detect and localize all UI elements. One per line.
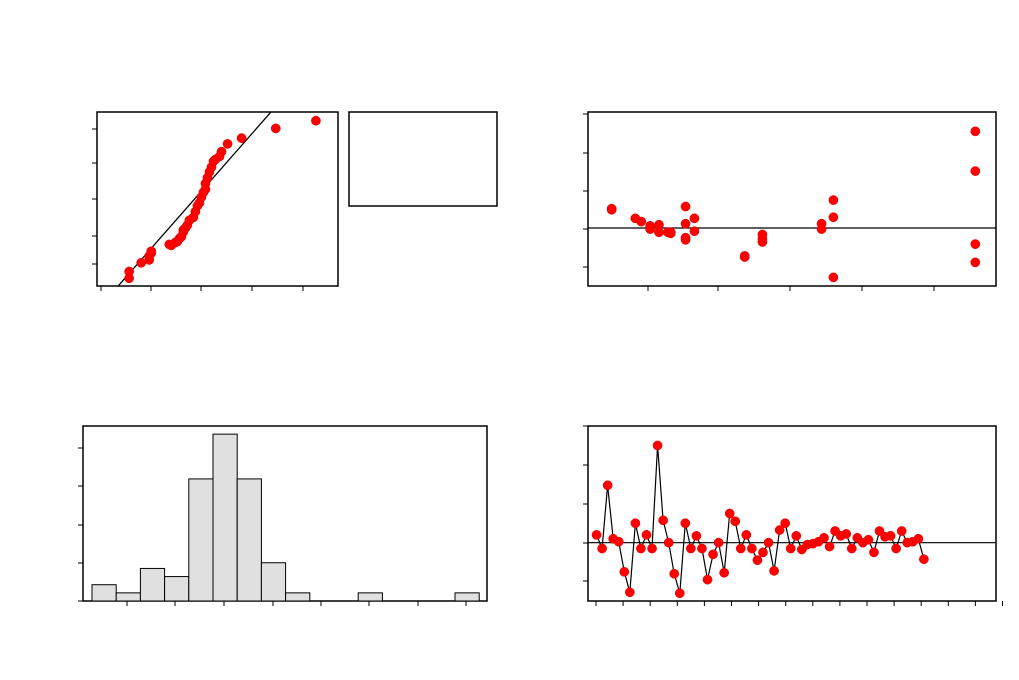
- data-point: [613, 536, 624, 547]
- residual-histogram: [78, 425, 488, 606]
- data-point: [757, 237, 768, 247]
- data-point: [124, 266, 134, 277]
- data-point: [739, 252, 750, 262]
- data-point: [680, 218, 691, 229]
- data-point: [658, 515, 668, 526]
- data-point: [222, 139, 233, 149]
- data-point: [645, 224, 655, 234]
- data-point: [636, 216, 647, 227]
- data-point: [869, 547, 879, 558]
- histogram-bar: [188, 478, 214, 602]
- data-point: [913, 533, 924, 544]
- data-point: [816, 224, 827, 234]
- histogram-bar: [236, 478, 262, 602]
- data-point: [891, 543, 901, 554]
- plot-frame: [587, 425, 997, 602]
- residual-series-line: [595, 445, 925, 594]
- histogram-bar: [212, 433, 238, 602]
- histogram-bar: [285, 592, 311, 602]
- data-point: [689, 226, 700, 237]
- data-point: [591, 530, 602, 540]
- data-point: [885, 531, 896, 541]
- data-point: [708, 549, 718, 560]
- data-point: [846, 543, 857, 554]
- data-point: [146, 246, 157, 257]
- data-point: [774, 525, 785, 535]
- data-point: [785, 543, 796, 554]
- data-point: [970, 239, 981, 249]
- data-point: [624, 587, 635, 598]
- data-point: [652, 440, 663, 451]
- histogram-bar: [260, 562, 287, 602]
- data-point: [758, 547, 768, 558]
- data-point: [752, 555, 763, 566]
- data-point: [680, 232, 691, 243]
- normal-probability-plot: [92, 111, 339, 291]
- data-point: [724, 508, 735, 519]
- data-point: [741, 530, 752, 540]
- data-point: [630, 518, 641, 529]
- data-point: [970, 126, 981, 137]
- data-point: [689, 213, 700, 224]
- data-point: [747, 543, 757, 554]
- data-point: [970, 257, 981, 268]
- histogram-bar: [454, 592, 480, 602]
- data-point: [919, 554, 929, 565]
- data-point: [970, 166, 981, 176]
- histogram-bar: [91, 584, 117, 602]
- data-point: [769, 566, 779, 576]
- data-point: [663, 537, 674, 548]
- data-point: [702, 574, 713, 585]
- histogram-bar: [164, 576, 190, 602]
- data-point: [828, 195, 839, 205]
- data-point: [674, 588, 685, 599]
- data-point: [763, 537, 774, 548]
- data-point: [863, 534, 874, 545]
- legend-box: [348, 111, 498, 207]
- data-point: [311, 115, 321, 126]
- data-point: [680, 518, 691, 529]
- plot-frame: [96, 111, 339, 287]
- data-point: [828, 212, 839, 223]
- data-point: [236, 133, 247, 143]
- histogram-bar: [139, 567, 166, 602]
- data-point: [841, 529, 852, 539]
- data-point: [270, 123, 281, 134]
- data-point: [819, 532, 829, 543]
- histogram-bar: [115, 592, 141, 602]
- data-point: [730, 516, 741, 527]
- data-point: [896, 526, 907, 536]
- data-point: [665, 228, 676, 239]
- data-point: [735, 543, 746, 554]
- data-point: [691, 531, 702, 541]
- data-point: [680, 201, 691, 212]
- data-point: [719, 567, 730, 578]
- data-point: [654, 227, 664, 238]
- data-point: [636, 543, 646, 554]
- data-point: [686, 543, 696, 554]
- residuals-versus-fits-plot: [583, 111, 997, 291]
- histogram-bar: [357, 592, 383, 602]
- data-point: [697, 543, 707, 554]
- data-point: [791, 531, 802, 541]
- plot-frame: [587, 111, 997, 287]
- data-point: [597, 543, 607, 554]
- residuals-versus-order-plot: [583, 425, 1003, 606]
- data-point: [606, 203, 617, 214]
- data-point: [602, 480, 613, 491]
- data-point: [669, 568, 680, 579]
- data-point: [216, 146, 227, 157]
- data-point: [641, 530, 652, 540]
- data-point: [828, 272, 839, 283]
- data-point: [824, 541, 835, 552]
- data-point: [780, 518, 791, 529]
- data-point: [647, 543, 657, 554]
- data-point: [713, 537, 724, 548]
- data-point: [619, 566, 630, 577]
